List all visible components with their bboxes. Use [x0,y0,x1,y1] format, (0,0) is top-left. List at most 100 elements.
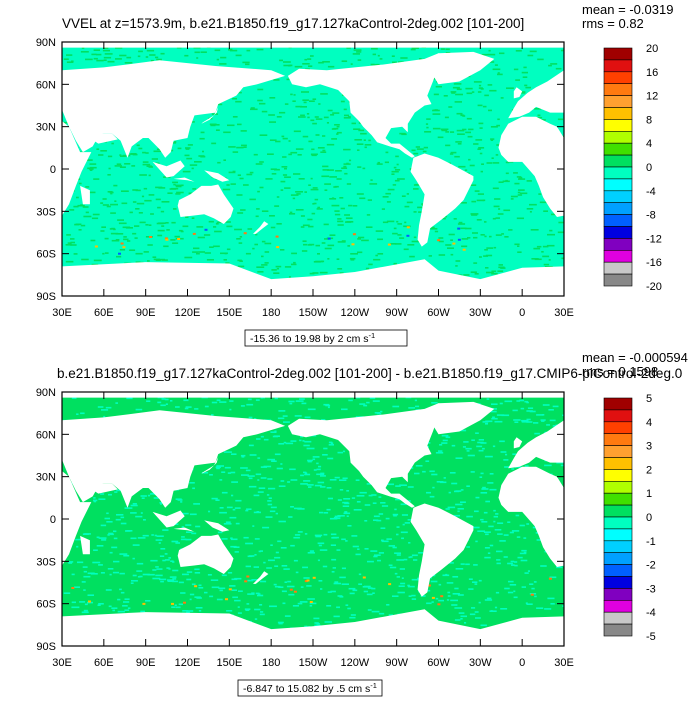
land-polygon [62,121,92,216]
colorbar-label: 0 [646,512,652,524]
colorbar-swatch [603,154,633,168]
y-tick-label: 30N [36,122,56,134]
colorbar-swatch [603,516,633,530]
land-polygon [424,51,495,85]
y-tick-label: 90S [36,291,56,303]
land-polygon [177,534,234,574]
accent-specks [94,226,466,255]
colorbar-swatch [603,95,633,108]
range-note-box [244,329,408,347]
colorbar-swatch [603,214,633,227]
land-polygon [513,87,523,99]
colorbar-swatch [603,202,633,215]
colorbar-swatch [603,623,633,637]
x-tick-label: 60E [94,657,114,669]
colorbar-label: 4 [646,417,652,429]
x-tick-label: 150E [216,657,242,669]
land-polygon [498,116,564,217]
stat-label: mean = -0.0319 [582,2,673,17]
x-tick-label: 150E [216,307,242,319]
colorbar-swatch [603,552,633,565]
y-tick-label: 90N [36,387,56,399]
colorbar-label: -20 [646,281,662,293]
land-polygon [62,60,286,158]
land-polygon [410,503,474,597]
x-tick-label: 60W [427,657,450,669]
colorbar-label: 20 [646,43,658,55]
land-polygon [287,53,453,158]
land-polygon [152,510,185,528]
accent-specks [71,575,552,606]
y-tick-label: 0 [50,514,56,526]
colorbar-label: -4 [646,186,656,198]
colorbar-swatch [603,445,633,458]
x-tick-label: 90W [385,657,408,669]
ocean-field [62,392,564,646]
y-tick-label: 60N [36,79,56,91]
colorbar-swatch [603,47,633,61]
colorbar-swatch [603,59,633,73]
y-tick-label: 30N [36,472,56,484]
range-note-main: -15.36 to 19.98 by 2 cm s [250,333,368,345]
x-tick-label: 150W [299,657,328,669]
x-tick-label: 30W [469,657,492,669]
colorbar-swatch [603,433,633,446]
x-tick-label: 30W [469,307,492,319]
x-tick-label: 180 [262,307,280,319]
colorbar-label: -8 [646,210,656,222]
colorbar-swatch [603,178,633,192]
colorbar-swatch [603,119,633,132]
colorbar-swatch [603,480,633,494]
colorbar-label: 1 [646,488,652,500]
stat-label: rms = 0.82 [582,16,644,31]
colorbar-label: -5 [646,631,656,643]
x-tick-label: 90E [136,657,156,669]
colorbar-label: 2 [646,464,652,476]
range-note-unit-exponent: -1 [370,681,377,690]
land-polygon [253,221,269,234]
land-polygon [410,153,474,247]
colorbar-swatch [603,564,633,577]
x-tick-label: 0 [519,307,525,319]
colorbar-label: -3 [646,583,656,595]
colorbar-label: -2 [646,560,656,572]
colorbar-swatch [603,71,633,85]
chart-title: b.e21.B1850.f19_g17.127kaControl-2deg.00… [57,366,682,381]
x-tick-label: 120E [175,307,201,319]
range-note-text: -6.847 to 15.082 by .5 cm s-1 [243,681,377,695]
panel-2: 30E 60E 90E 120E 150E 180 150W 120W 90W 60W 30W 0 30… [36,350,688,697]
y-tick-label: 0 [50,164,56,176]
x-tick-label: 30E [52,657,72,669]
colorbar-swatch [603,226,633,239]
range-note-unit-exponent: -1 [368,331,375,340]
colorbar-swatch [603,588,633,601]
stat-label: rms = 0.1598 [582,364,658,379]
land-polygon [62,471,92,566]
y-tick-label: 60S [36,249,56,261]
x-tick-label: 120W [340,657,369,669]
land-polygon [253,571,269,584]
land-polygon [80,535,90,555]
range-note: -15.36 to 19.98 by 2 cm s-1 [244,329,408,347]
colorbar-swatch [603,492,633,506]
colorbar-label: 0 [646,162,652,174]
colorbar-swatch [603,599,633,613]
colorbar-swatch [603,611,633,625]
ocean-field [62,42,564,296]
range-note: -6.847 to 15.082 by .5 cm s-1 [237,679,383,697]
land-polygon [508,70,564,119]
y-tick-label: 30S [36,556,56,568]
colorbar-swatch [603,142,633,156]
land-polygon [177,184,234,224]
land-polygon [173,527,195,532]
colorbar-swatch [603,409,633,423]
colorbar-label: 8 [646,114,652,126]
colorbar-swatch [603,421,633,434]
colorbar-swatch [603,190,633,204]
x-tick-label: 150W [299,307,328,319]
colorbar-swatch [603,528,633,542]
land-polygon [173,177,195,182]
x-tick-label: 90E [136,307,156,319]
x-tick-label: 30E [554,657,574,669]
